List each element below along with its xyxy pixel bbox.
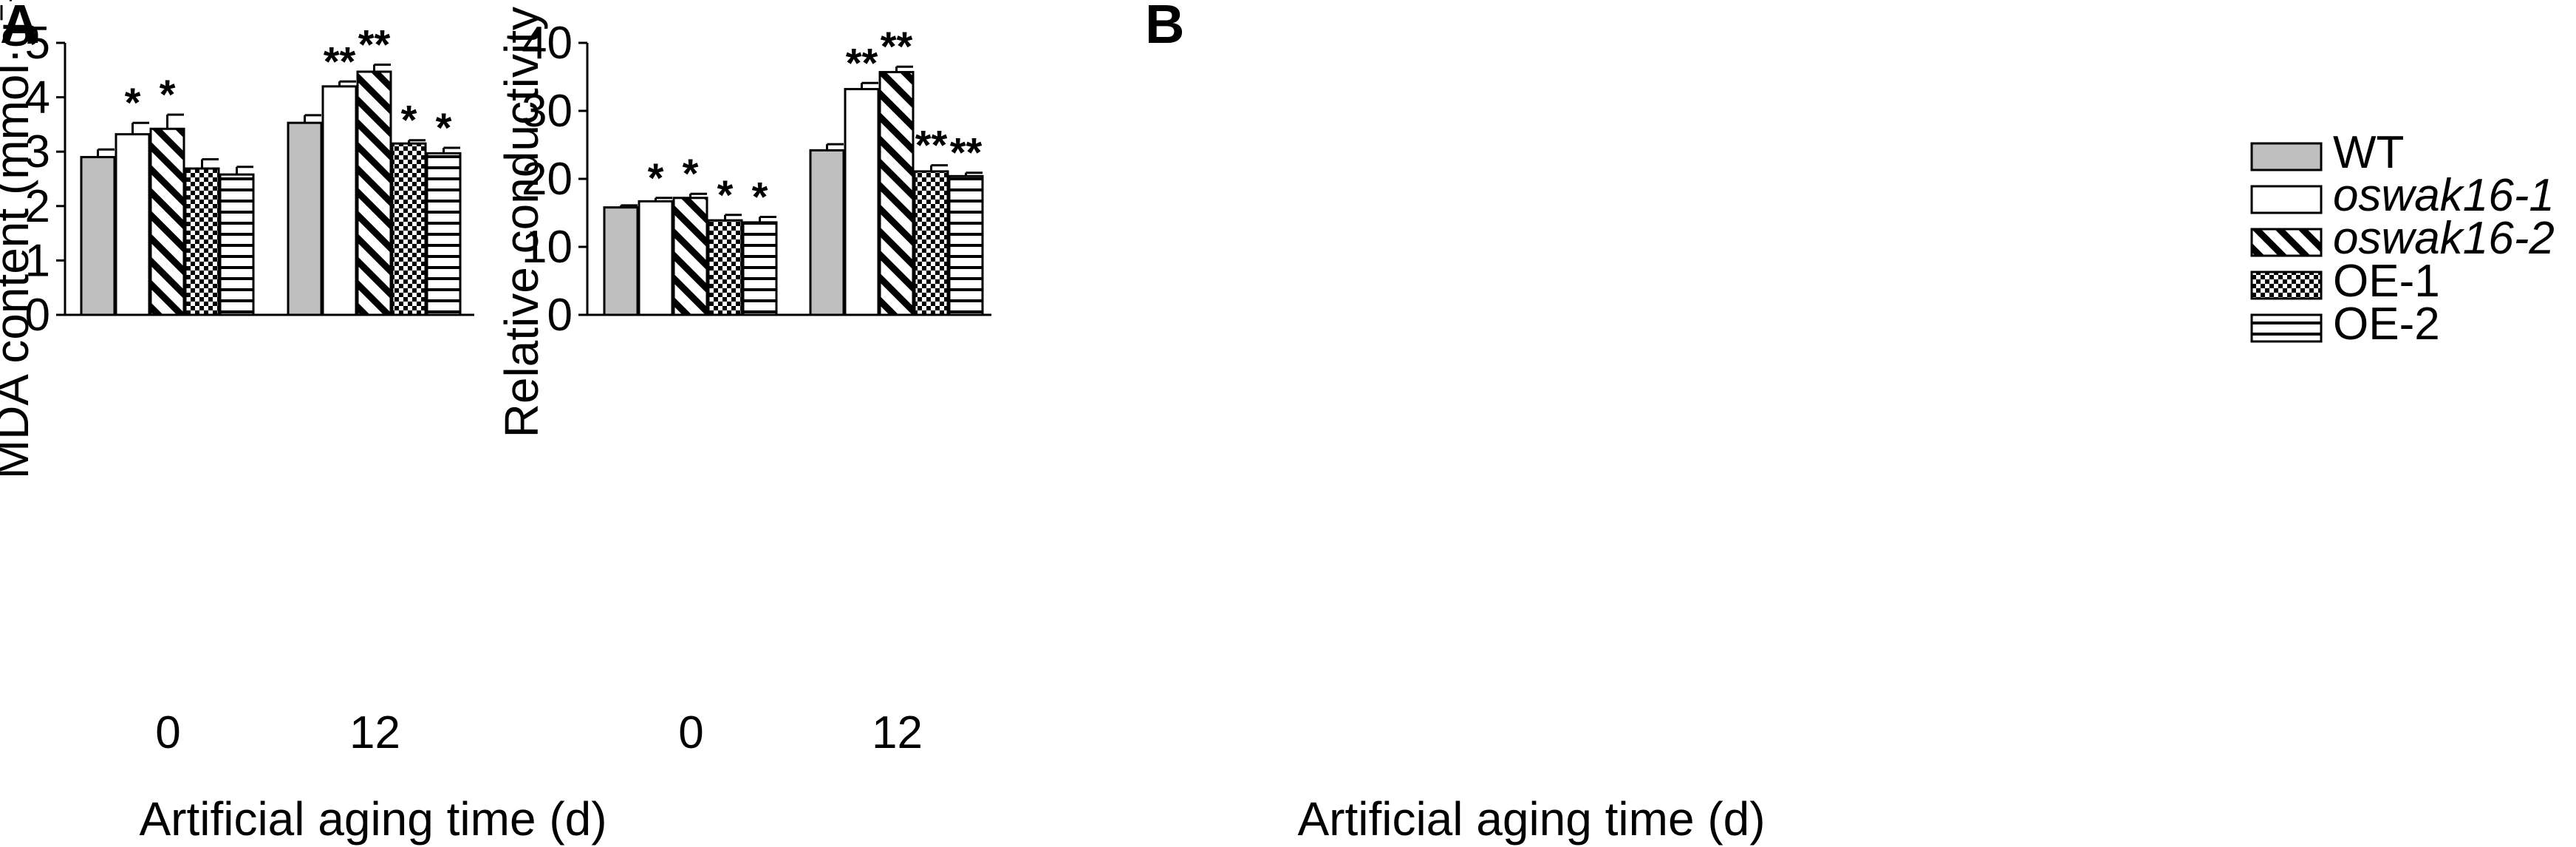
y-tick-label: 0 [25, 290, 50, 341]
bar-oe-2-12 [948, 174, 984, 316]
bar-oe-1-12 [913, 170, 949, 316]
bar-wt-0 [80, 156, 116, 316]
panel-b-y-axis-label: Relative conductivity (%) [495, 0, 548, 438]
significance-mark: ** [881, 23, 913, 69]
panel-a-y-axis-label: MDA content (mmol·g−1 DW) [0, 0, 38, 479]
x-tick-label: 0 [678, 707, 703, 758]
y-tick-label: 40 [522, 18, 573, 69]
y-tick-label: 30 [522, 86, 573, 137]
significance-mark: * [648, 154, 664, 201]
bar-wt-0 [603, 206, 639, 316]
panel-a-x-axis-label: Artificial aging time (d) [139, 792, 607, 846]
significance-mark: ** [950, 129, 983, 176]
significance-mark: ** [324, 38, 356, 84]
panel-b-x-axis-label: Artificial aging time (d) [1297, 792, 1765, 846]
panel-b-label: B [1145, 0, 1184, 55]
y-tick-label: 3 [25, 126, 50, 177]
significance-mark: ** [915, 122, 948, 169]
x-tick-label: 12 [349, 707, 400, 758]
legend-label: oswak16-1 [2333, 170, 2555, 221]
legend-swatch [2250, 313, 2323, 343]
legend-swatch [2250, 271, 2323, 300]
legend-label: WT [2333, 127, 2404, 178]
significance-mark: * [401, 97, 417, 143]
panel-a-label: A [0, 0, 39, 55]
significance-mark: * [717, 171, 734, 218]
bar-oe-1-0 [707, 219, 743, 316]
bar-oswak16-1-12 [321, 85, 358, 316]
bar-wt-12 [809, 149, 845, 316]
bar-wt-12 [287, 121, 323, 316]
significance-mark: * [752, 174, 768, 220]
y-tick-label: 1 [25, 235, 50, 286]
significance-mark: * [160, 71, 176, 118]
legend-swatch [2250, 185, 2323, 214]
significance-mark: ** [846, 39, 878, 86]
panel-b-chart: B Relative conductivity (%) Artificial a… [495, 0, 1766, 846]
y-axis-title: Relative conductivity (%) [495, 0, 548, 438]
bar-oe-1-0 [184, 167, 220, 316]
significance-mark: * [436, 104, 452, 151]
bar-oe-1-12 [391, 142, 427, 316]
bar-oswak16-2-12 [878, 71, 915, 316]
bar-oswak16-2-0 [672, 197, 708, 316]
legend-swatch [2250, 228, 2323, 257]
bar-oswak16-2-0 [149, 127, 185, 316]
significance-mark: ** [358, 21, 391, 67]
bar-oswak16-1-0 [638, 200, 674, 316]
x-tick-label: 12 [872, 707, 923, 758]
legend-label: oswak16-2 [2333, 213, 2555, 264]
legend-swatch [2250, 142, 2323, 171]
significance-mark: * [125, 79, 141, 126]
bar-oe-2-0 [219, 173, 255, 316]
y-tick-label: 10 [522, 222, 573, 273]
legend-label: OE-1 [2333, 256, 2440, 307]
y-tick-label: 2 [25, 181, 50, 232]
significance-mark: * [683, 150, 699, 197]
x-tick-label: 0 [155, 707, 180, 758]
bar-oe-2-0 [742, 221, 778, 316]
y-axis-title: MDA content (mmol·g−1 DW) [0, 0, 38, 479]
y-tick-label: 0 [547, 290, 573, 341]
bar-oswak16-1-0 [115, 133, 151, 316]
bar-oswak16-1-12 [844, 88, 880, 316]
y-tick-label: 5 [25, 18, 50, 69]
panel-a-chart: A MDA content (mmol·g−1 DW) Artificial a… [0, 0, 607, 846]
bar-oe-2-12 [426, 152, 462, 316]
y-tick-label: 20 [522, 154, 573, 205]
y-tick-label: 4 [25, 72, 50, 123]
legend-label: OE-2 [2333, 299, 2440, 350]
bar-oswak16-2-12 [356, 70, 392, 316]
